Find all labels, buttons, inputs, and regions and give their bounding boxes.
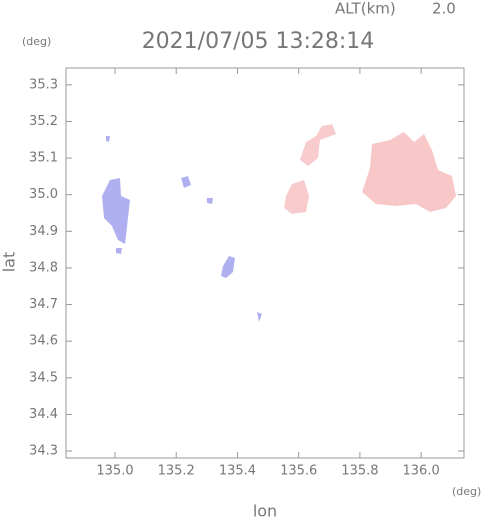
y-tick-label: 34.8 — [29, 260, 58, 275]
plot-frame — [65, 67, 465, 459]
y-tick-label: 34.5 — [29, 370, 58, 385]
y-tick-label: 34.9 — [29, 224, 58, 239]
echo-pink — [300, 124, 336, 166]
y-tick-label: 35.2 — [29, 114, 58, 129]
axes: 34.3 34.4 34.5 34.6 34.7 34.8 34.9 35.0 35.1 35.2… — [29, 67, 465, 479]
x-unit: (deg) — [452, 485, 481, 498]
echoes — [102, 124, 456, 322]
altitude-label: ALT(km) — [335, 0, 396, 18]
y-tick-label: 34.4 — [29, 407, 58, 422]
x-axis-label: lon — [253, 502, 277, 521]
echo-blue — [221, 256, 262, 322]
x-tick-label: 135.2 — [158, 464, 195, 479]
x-tick-label: 135.6 — [280, 464, 317, 479]
y-tick-label: 34.6 — [29, 334, 58, 349]
y-tick-label: 34.7 — [29, 297, 58, 312]
y-unit: (deg) — [22, 35, 51, 48]
y-tick-label: 35.3 — [29, 77, 58, 92]
echo-blue — [181, 176, 213, 204]
altitude-value: 2.0 — [432, 0, 456, 18]
chart-title: 2021/07/05 13:28:14 — [142, 29, 375, 54]
y-tick-label: 35.0 — [29, 187, 58, 202]
x-tick-label: 135.8 — [341, 464, 378, 479]
y-axis-label: lat — [0, 252, 19, 273]
x-tick-label: 136.0 — [403, 464, 440, 479]
y-tick-label: 35.1 — [29, 151, 58, 166]
echo-blue — [102, 178, 130, 244]
x-tick-label: 135.0 — [96, 464, 133, 479]
x-tick-label: 135.4 — [219, 464, 256, 479]
y-tick-label: 34.3 — [29, 444, 58, 459]
echo-pink — [284, 180, 309, 214]
echo-pink — [362, 132, 456, 212]
